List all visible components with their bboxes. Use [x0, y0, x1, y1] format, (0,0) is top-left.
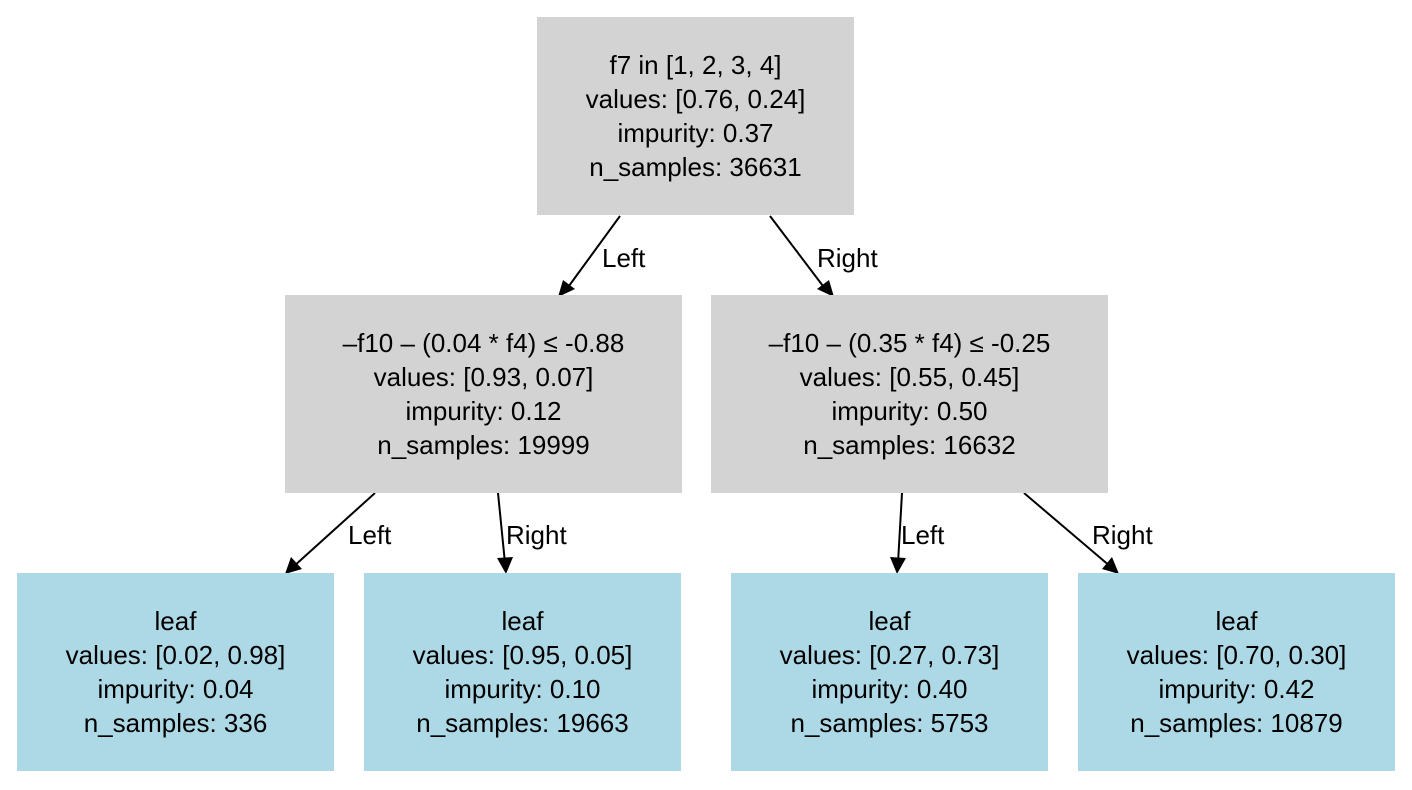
node-condition: f7 in [1, 2, 3, 4]: [609, 50, 782, 80]
edge-label-right-left: Left: [901, 520, 945, 550]
node-condition: –f10 – (0.35 * f4) ≤ -0.25: [768, 328, 1051, 358]
node-title: leaf: [1215, 606, 1258, 636]
edge-label-right-right: Right: [1092, 520, 1153, 550]
edge-left-split-to-leaf-2: [497, 492, 506, 564]
arrowhead: [817, 280, 834, 297]
node-n-samples: n_samples: 19663: [416, 708, 629, 738]
node-n-samples: n_samples: 10879: [1130, 708, 1343, 738]
node-n-samples: n_samples: 19999: [377, 430, 590, 460]
node-root: f7 in [1, 2, 3, 4] values: [0.76, 0.24] …: [537, 17, 854, 215]
edge-label-left-right: Right: [506, 520, 567, 550]
edge-label-root-left: Left: [602, 243, 646, 273]
node-values: values: [0.55, 0.45]: [799, 362, 1020, 392]
node-n-samples: n_samples: 336: [83, 708, 268, 738]
edge-label-left-left: Left: [348, 520, 392, 550]
arrowhead: [558, 280, 575, 297]
node-right-split: –f10 – (0.35 * f4) ≤ -0.25 values: [0.55…: [711, 295, 1108, 493]
node-impurity: impurity: 0.10: [444, 674, 601, 704]
edge-root-to-right-split: [769, 215, 827, 291]
edge-root-to-left-split: [565, 215, 621, 291]
arrowhead: [890, 557, 906, 574]
node-condition: –f10 – (0.04 * f4) ≤ -0.88: [342, 328, 625, 358]
node-impurity: impurity: 0.40: [811, 674, 968, 704]
node-impurity: impurity: 0.50: [831, 396, 988, 426]
node-values: values: [0.27, 0.73]: [779, 640, 1000, 670]
node-leaf-4: leaf values: [0.70, 0.30] impurity: 0.42…: [1078, 573, 1395, 771]
node-values: values: [0.93, 0.07]: [373, 362, 594, 392]
node-values: values: [0.76, 0.24]: [585, 84, 806, 114]
node-left-split: –f10 – (0.04 * f4) ≤ -0.88 values: [0.93…: [285, 295, 682, 493]
node-values: values: [0.70, 0.30]: [1126, 640, 1347, 670]
arrowhead: [1102, 557, 1119, 574]
node-values: values: [0.02, 0.98]: [65, 640, 286, 670]
node-values: values: [0.95, 0.05]: [412, 640, 633, 670]
edge-label-root-right: Right: [817, 243, 878, 273]
node-title: leaf: [501, 606, 544, 636]
arrowhead: [497, 557, 513, 574]
node-title: leaf: [154, 606, 197, 636]
node-leaf-2: leaf values: [0.95, 0.05] impurity: 0.10…: [364, 573, 681, 771]
edge-right-split-to-leaf-3: [897, 492, 903, 564]
node-n-samples: n_samples: 36631: [589, 152, 802, 182]
edge-left-split-to-leaf-1: [292, 492, 376, 568]
node-leaf-1: leaf values: [0.02, 0.98] impurity: 0.04…: [17, 573, 334, 771]
node-impurity: impurity: 0.12: [405, 396, 562, 426]
node-leaf-3: leaf values: [0.27, 0.73] impurity: 0.40…: [731, 573, 1048, 771]
node-n-samples: n_samples: 16632: [803, 430, 1016, 460]
edge-right-split-to-leaf-4: [1023, 492, 1112, 568]
node-impurity: impurity: 0.37: [617, 118, 774, 148]
arrowhead: [285, 557, 302, 574]
node-impurity: impurity: 0.42: [1158, 674, 1315, 704]
node-title: leaf: [868, 606, 911, 636]
node-impurity: impurity: 0.04: [97, 674, 254, 704]
node-n-samples: n_samples: 5753: [790, 708, 989, 738]
